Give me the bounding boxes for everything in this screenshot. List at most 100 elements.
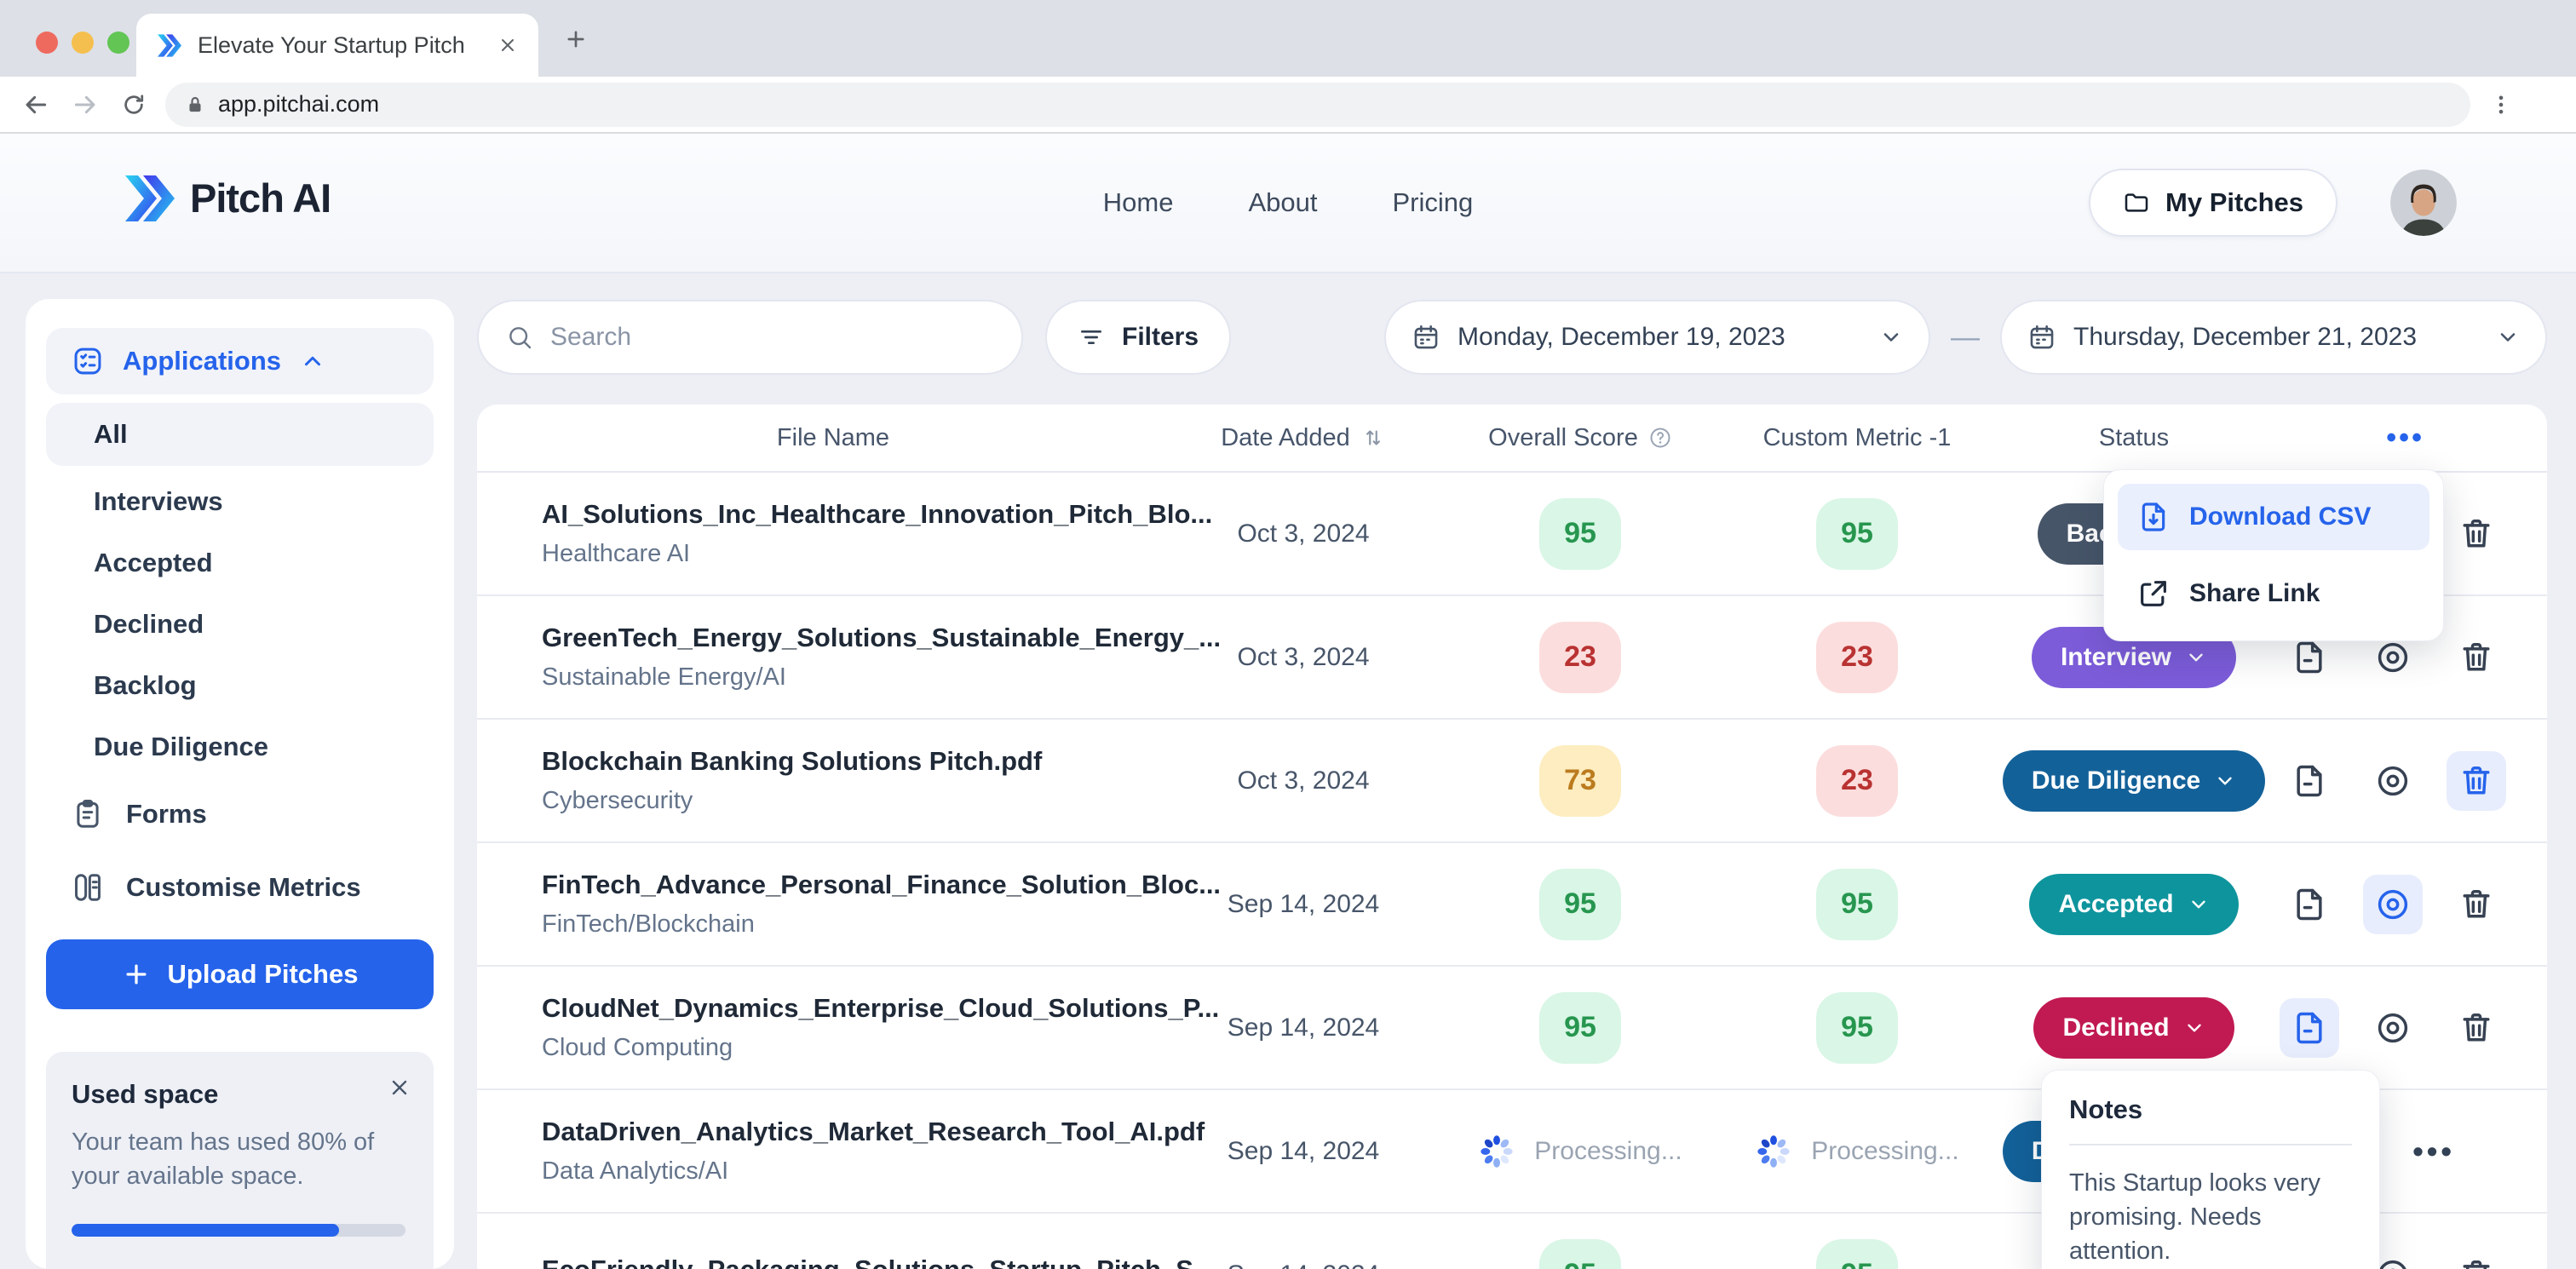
my-pitches-button[interactable]: My Pitches (2089, 169, 2337, 237)
close-icon[interactable] (388, 1076, 411, 1100)
reload-icon[interactable] (121, 92, 147, 118)
file-name: EcoFriendly_Packaging_Solutions_Startup_… (542, 1254, 1216, 1269)
trash-icon (2458, 639, 2495, 676)
file-category: Sustainable Energy/AI (542, 663, 786, 691)
lock-icon (184, 94, 206, 116)
nav-pricing[interactable]: Pricing (1392, 187, 1474, 217)
nav-about[interactable]: About (1248, 187, 1318, 217)
sort-icon[interactable] (1360, 425, 1386, 451)
sidebar-item-all[interactable]: All (46, 403, 434, 466)
chevron-down-icon (2185, 646, 2207, 669)
applications-label: Applications (123, 346, 282, 376)
traffic-light-zoom[interactable] (107, 32, 129, 54)
delete-button[interactable] (2447, 998, 2506, 1058)
trash-icon (2458, 1009, 2495, 1047)
delete-button[interactable] (2447, 504, 2506, 564)
nav-home[interactable]: Home (1102, 187, 1174, 217)
trash-icon (2458, 762, 2495, 800)
search-box[interactable] (477, 300, 1023, 375)
date-to-picker[interactable]: Thursday, December 21, 2023 (2000, 300, 2547, 375)
sidebar: Applications All Interviews Accepted Dec… (26, 299, 454, 1269)
table-row[interactable]: CloudNet_Dynamics_Enterprise_Cloud_Solut… (477, 967, 2547, 1090)
col-file-name: File Name (776, 423, 890, 451)
custom-metric-badge: 95 (1816, 991, 1898, 1064)
upload-pitches-button[interactable]: Upload Pitches (46, 939, 434, 1009)
sidebar-item-due-diligence[interactable]: Due Diligence (94, 732, 268, 761)
user-avatar[interactable] (2390, 169, 2457, 236)
delete-button[interactable] (2447, 750, 2506, 811)
metrics-icon (72, 871, 104, 904)
notes-file-button[interactable] (2280, 875, 2339, 934)
col-status: Status (2098, 423, 2170, 451)
share-link-item[interactable]: Share Link (2118, 560, 2429, 627)
tab-favicon (157, 34, 182, 57)
used-space-description: Your team has used 80% of your available… (72, 1128, 375, 1190)
view-button[interactable] (2363, 751, 2423, 811)
view-button[interactable] (2363, 998, 2423, 1058)
custom-metric-badge: 23 (1816, 621, 1898, 693)
file-category: Healthcare AI (542, 540, 691, 567)
table-row[interactable]: EcoFriendly_Packaging_Solutions_Startup_… (477, 1214, 2547, 1269)
traffic-light-close[interactable] (36, 32, 58, 54)
sidebar-item-interviews[interactable]: Interviews (94, 486, 223, 516)
file-name: GreenTech_Energy_Solutions_Sustainable_E… (542, 623, 1222, 652)
url-bar[interactable]: app.pitchai.com (165, 82, 2470, 127)
trash-icon (2458, 1256, 2495, 1269)
date-from-picker[interactable]: Monday, December 19, 2023 (1384, 300, 1931, 375)
notes-body: This Startup looks very promising. Needs… (2069, 1169, 2320, 1265)
sidebar-item-customise-metrics[interactable]: Customise Metrics (46, 851, 434, 924)
table-header: File Name Date Added Overall Score Custo… (477, 405, 2547, 473)
app-header: Pitch AI Home About Pricing My Pitches (0, 134, 2576, 273)
back-icon[interactable] (22, 91, 49, 118)
calendar-icon (2027, 323, 2056, 352)
browser-toolbar: app.pitchai.com (0, 77, 2576, 134)
chevron-up-icon (300, 348, 325, 374)
processing-status: Processing... (1478, 1133, 1682, 1170)
status-badge[interactable]: Declined (2033, 996, 2234, 1059)
tab-close-icon[interactable] (497, 35, 518, 55)
sidebar-item-forms[interactable]: Forms (46, 778, 434, 851)
sidebar-item-declined[interactable]: Declined (94, 609, 204, 639)
file-icon (2291, 1009, 2328, 1047)
file-category: Data Analytics/AI (542, 1157, 729, 1185)
overall-score-badge: 95 (1539, 1238, 1621, 1269)
table-options-icon[interactable]: ••• (2386, 421, 2424, 454)
chevron-down-icon (2183, 1017, 2205, 1039)
new-tab-icon[interactable] (564, 27, 588, 51)
overall-score-badge: 95 (1539, 991, 1621, 1064)
chevron-down-icon (2188, 893, 2210, 916)
eye-icon (2374, 886, 2412, 923)
folder-icon (2123, 189, 2150, 216)
table-row[interactable]: Blockchain Banking Solutions Pitch.pdf C… (477, 720, 2547, 843)
browser-tab[interactable]: Elevate Your Startup Pitch (136, 14, 538, 77)
date-added: Oct 3, 2024 (1237, 519, 1370, 548)
file-name: DataDriven_Analytics_Market_Research_Too… (542, 1117, 1205, 1146)
notes-file-button[interactable] (2280, 997, 2339, 1058)
search-input[interactable] (550, 323, 976, 352)
row-more-icon[interactable]: ••• (2412, 1133, 2455, 1169)
browser-menu-icon[interactable] (2489, 93, 2513, 117)
forward-icon[interactable] (72, 91, 99, 118)
download-csv-item[interactable]: Download CSV (2118, 484, 2429, 550)
notes-file-button[interactable] (2280, 751, 2339, 811)
filters-button[interactable]: Filters (1045, 300, 1232, 375)
sidebar-item-accepted[interactable]: Accepted (94, 548, 213, 577)
status-badge[interactable]: Accepted (2029, 873, 2239, 935)
status-badge[interactable]: Due Diligence (2002, 749, 2266, 812)
date-added: Sep 14, 2024 (1228, 1260, 1380, 1269)
delete-button[interactable] (2447, 1245, 2506, 1269)
delete-button[interactable] (2447, 875, 2506, 934)
sidebar-applications-toggle[interactable]: Applications (46, 328, 434, 394)
traffic-light-minimize[interactable] (72, 32, 94, 54)
overall-score-badge: 95 (1539, 497, 1621, 570)
sidebar-item-backlog[interactable]: Backlog (94, 670, 197, 700)
help-icon[interactable] (1648, 426, 1672, 450)
custom-metric-badge: 23 (1816, 744, 1898, 817)
table-row[interactable]: FinTech_Advance_Personal_Finance_Solutio… (477, 843, 2547, 967)
used-space-progress (72, 1224, 405, 1237)
view-button[interactable] (2363, 874, 2423, 934)
delete-button[interactable] (2447, 628, 2506, 687)
brand-logo[interactable]: Pitch AI (124, 175, 331, 221)
date-added: Sep 14, 2024 (1227, 889, 1380, 918)
date-added: Oct 3, 2024 (1237, 766, 1370, 795)
